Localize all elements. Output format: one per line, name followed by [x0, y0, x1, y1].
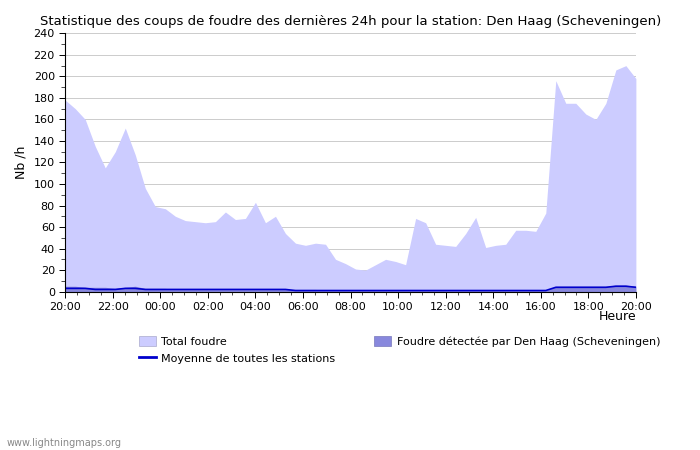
Y-axis label: Nb /h: Nb /h	[15, 146, 28, 179]
Legend: Total foudre, Moyenne de toutes les stations, Foudre détectée par Den Haag (Sche: Total foudre, Moyenne de toutes les stat…	[139, 337, 660, 364]
Text: www.lightningmaps.org: www.lightningmaps.org	[7, 438, 122, 448]
Text: Heure: Heure	[598, 310, 636, 323]
Title: Statistique des coups de foudre des dernières 24h pour la station: Den Haag (Sch: Statistique des coups de foudre des dern…	[40, 15, 661, 28]
